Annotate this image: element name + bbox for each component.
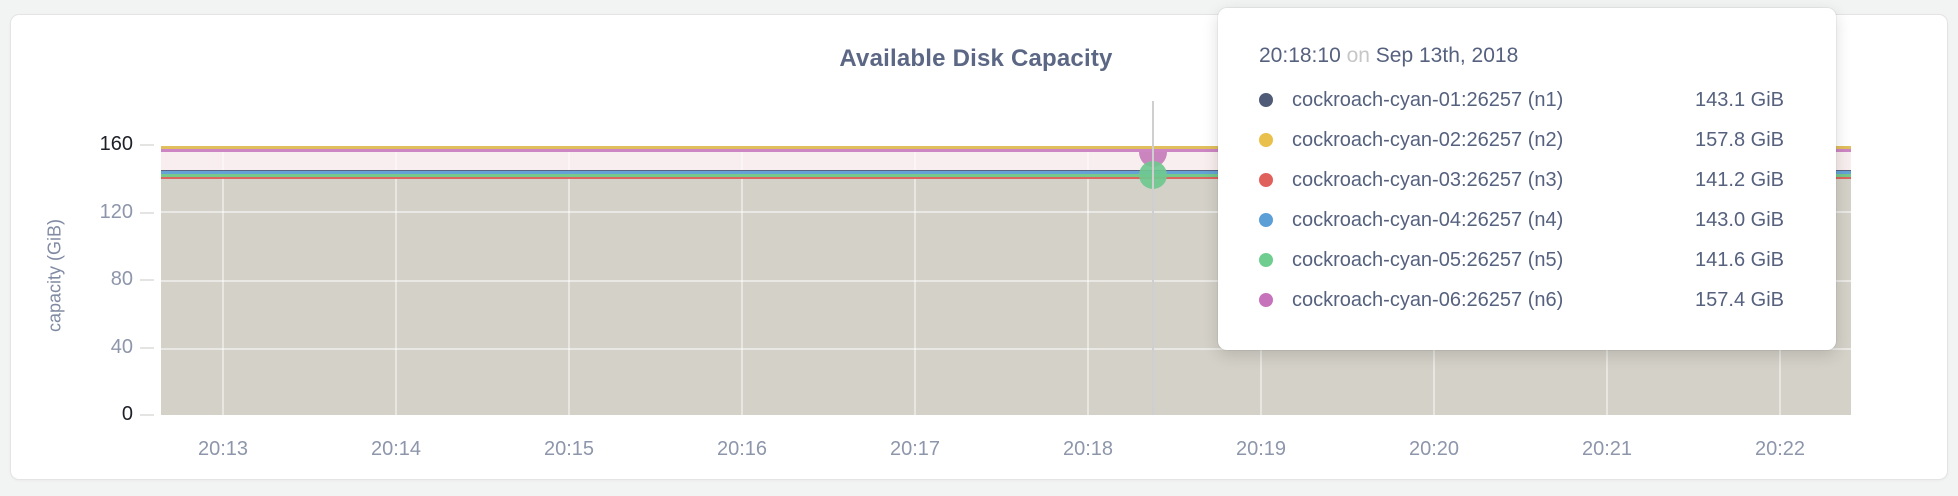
series-line-n3 <box>161 177 1851 179</box>
y-tick-mark <box>140 414 154 416</box>
tooltip-series-row: cockroach-cyan-05:26257 (n5) 141.6 GiB <box>1259 240 1784 280</box>
tooltip-series-row: cockroach-cyan-04:26257 (n4) 143.0 GiB <box>1259 200 1784 240</box>
x-tick-label: 20:18 <box>1062 438 1114 460</box>
y-tick-mark <box>140 346 154 349</box>
x-tick-label: 20:20 <box>1408 438 1460 460</box>
series-value: 157.8 GiB <box>1695 128 1784 151</box>
tooltip-series-row: cockroach-cyan-06:26257 (n6) 157.4 GiB <box>1259 280 1784 320</box>
series-line-n4 <box>161 171 1851 174</box>
x-tick-label: 20:16 <box>716 438 768 460</box>
y-tick-mark <box>140 211 154 214</box>
x-tick-label: 20:19 <box>1235 438 1287 460</box>
x-tick-label: 20:22 <box>1754 438 1806 460</box>
x-tick-label: 20:14 <box>370 438 422 460</box>
tooltip-time: 20:18:10 <box>1259 44 1341 67</box>
tooltip-timestamp: 20:18:10 on Sep 13th, 2018 <box>1259 44 1784 68</box>
series-label: cockroach-cyan-01:26257 (n1) <box>1292 88 1564 111</box>
series-value: 143.0 GiB <box>1695 208 1784 231</box>
series-value: 141.6 GiB <box>1695 248 1784 271</box>
tooltip-series-row: cockroach-cyan-01:26257 (n1) 143.1 GiB <box>1259 80 1784 120</box>
series-line-n6 <box>161 149 1851 152</box>
series-value: 141.2 GiB <box>1695 168 1784 191</box>
hover-guideline <box>1152 101 1154 415</box>
y-tick-label: 160 <box>49 132 154 156</box>
series-value: 157.4 GiB <box>1695 288 1784 311</box>
y-tick-mark <box>140 279 154 281</box>
series-line-n2 <box>161 146 1851 149</box>
series-label: cockroach-cyan-03:26257 (n3) <box>1292 168 1564 191</box>
series-line-n5 <box>161 174 1851 177</box>
x-tick-label: 20:15 <box>543 438 595 460</box>
x-tick-label: 20:13 <box>197 438 249 460</box>
hover-tooltip: 20:18:10 on Sep 13th, 2018 cockroach-cya… <box>1218 8 1836 350</box>
series-color-dot <box>1259 93 1273 107</box>
x-tick-label: 20:17 <box>889 438 941 460</box>
x-tick-label: 20:21 <box>1581 438 1633 460</box>
series-value: 143.1 GiB <box>1695 88 1784 111</box>
series-color-dot <box>1259 293 1273 307</box>
series-color-dot <box>1259 173 1273 187</box>
y-tick-mark <box>140 144 154 146</box>
tooltip-series-row: cockroach-cyan-02:26257 (n2) 157.8 GiB <box>1259 120 1784 160</box>
series-label: cockroach-cyan-02:26257 (n2) <box>1292 128 1564 151</box>
tooltip-on-word: on <box>1346 44 1370 67</box>
y-tick-label: 0 <box>49 402 154 426</box>
y-axis-title: capacity (GiB) <box>44 218 65 333</box>
tooltip-series-list: cockroach-cyan-01:26257 (n1) 143.1 GiB c… <box>1259 80 1784 320</box>
series-label: cockroach-cyan-04:26257 (n4) <box>1292 208 1564 231</box>
chart-title: Available Disk Capacity <box>839 45 1113 72</box>
series-color-dot <box>1259 133 1273 147</box>
series-color-dot <box>1259 253 1273 267</box>
tooltip-series-row: cockroach-cyan-03:26257 (n3) 141.2 GiB <box>1259 160 1784 200</box>
series-label: cockroach-cyan-05:26257 (n5) <box>1292 248 1564 271</box>
series-color-dot <box>1259 213 1273 227</box>
tooltip-date: Sep 13th, 2018 <box>1375 44 1519 67</box>
series-label: cockroach-cyan-06:26257 (n6) <box>1292 288 1564 311</box>
